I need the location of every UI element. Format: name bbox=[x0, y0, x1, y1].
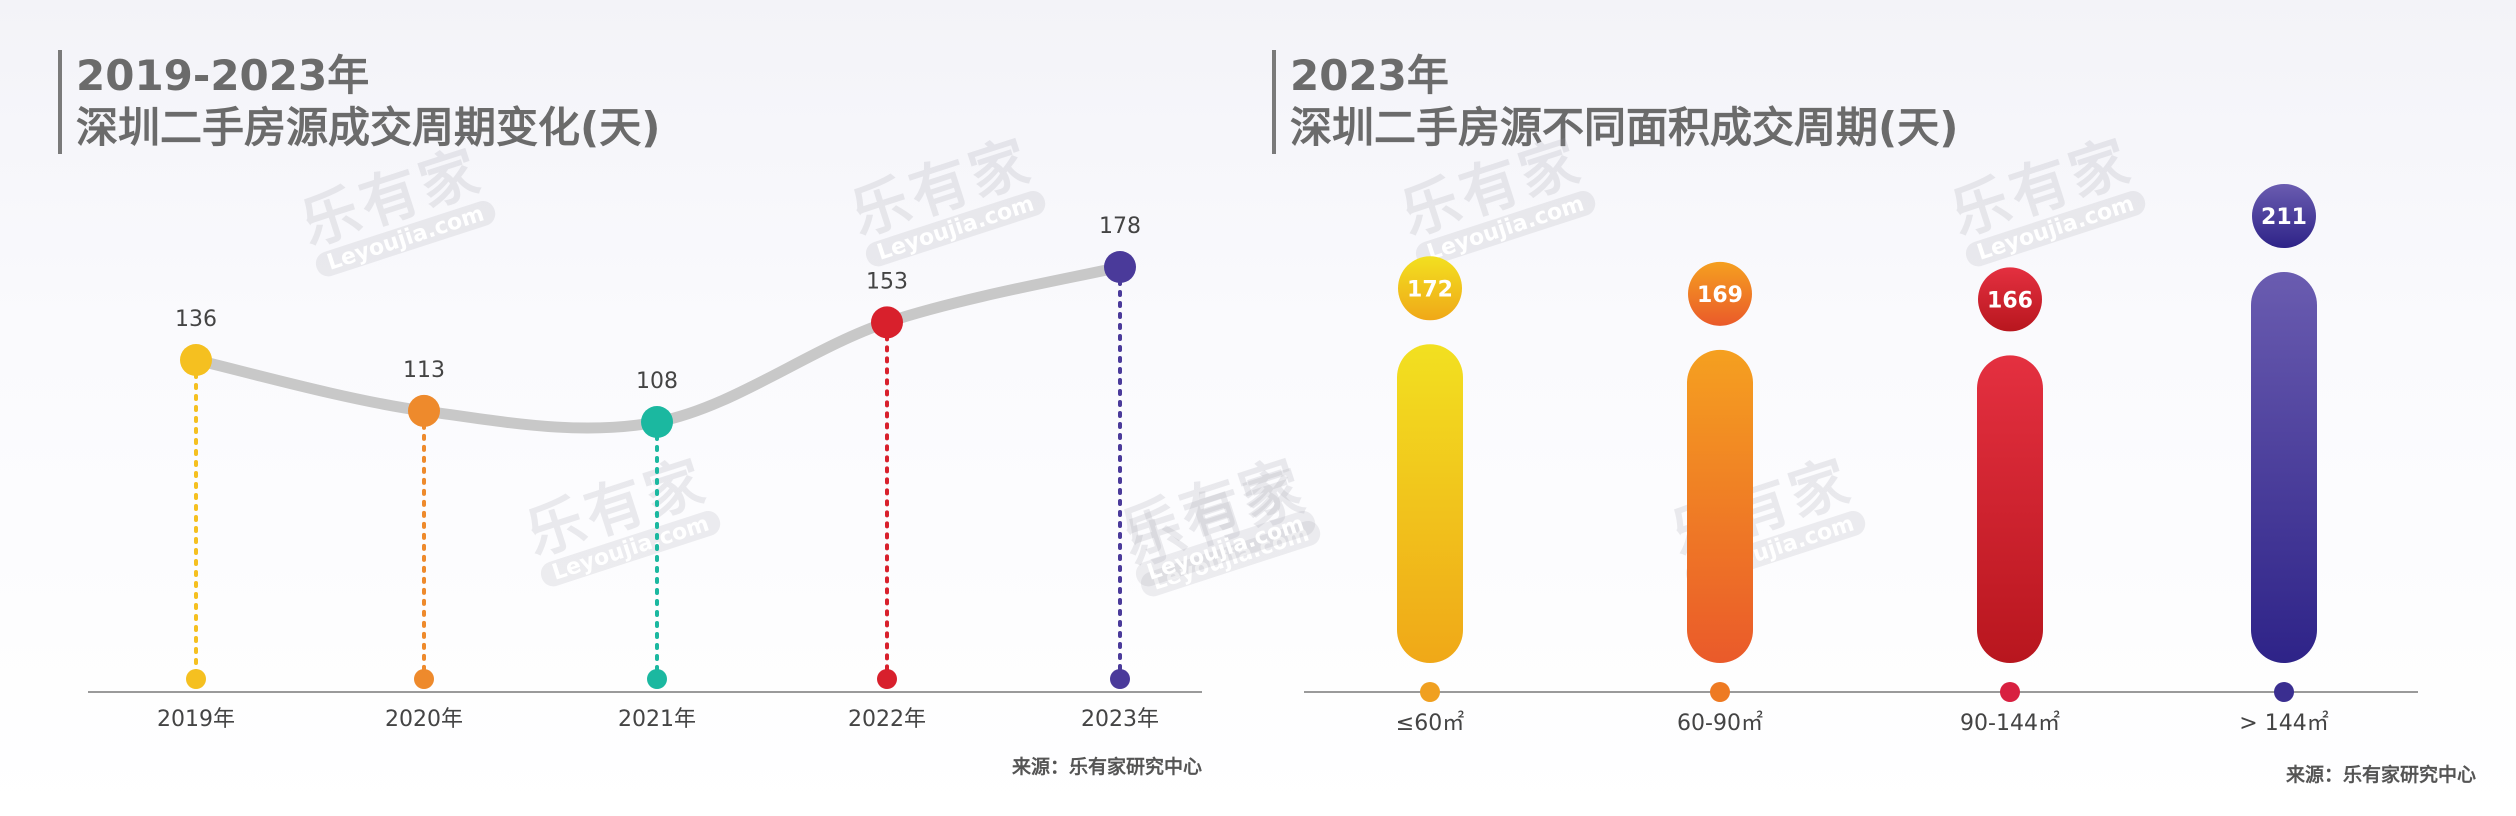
value-bubble bbox=[1688, 261, 1752, 326]
base-dot bbox=[877, 669, 897, 689]
chart-title: 2023年 深圳二手房源不同面积成交周期(天) bbox=[1272, 50, 1958, 154]
source-note: 来源：乐有家研究中心 bbox=[2285, 764, 2476, 786]
axis-dot bbox=[2274, 682, 2294, 702]
bar bbox=[2251, 272, 2317, 663]
line-chart: 136 2019年 113 2020年 108 2021年 153 2022年 178 2023年 bbox=[88, 214, 1202, 732]
data-label: 178 bbox=[1099, 214, 1141, 239]
source-note: 来源：乐有家研究中心 bbox=[1011, 756, 1202, 778]
data-point bbox=[408, 394, 440, 427]
value-bubble bbox=[1398, 256, 1462, 321]
data-label: 136 bbox=[175, 307, 217, 332]
data-point bbox=[180, 344, 212, 376]
data-label: 108 bbox=[636, 369, 678, 394]
x-tick-label: > 144㎡ bbox=[2239, 710, 2328, 736]
data-label: 113 bbox=[403, 358, 445, 383]
line-chart-panel: 2019-2023年 深圳二手房源成交周期变化(天) 乐有家 Leyoujia.c… bbox=[0, 0, 1324, 816]
bar bbox=[1687, 349, 1753, 663]
axis-dot bbox=[1710, 682, 1730, 702]
chart-title-subject: 深圳二手房源不同面积成交周期(天) bbox=[1290, 103, 1959, 152]
trend-line bbox=[190, 261, 1126, 434]
bar-chart-panel: 2023年 深圳二手房源不同面积成交周期(天) 乐有家 Leyoujia.com … bbox=[1113, 0, 2516, 816]
data-point bbox=[641, 406, 673, 438]
data-label: 153 bbox=[866, 269, 908, 294]
data-label: 211 bbox=[2261, 205, 2307, 230]
x-tick-label: ≤60㎡ bbox=[1396, 710, 1464, 736]
base-dot bbox=[186, 669, 206, 689]
value-bubble bbox=[1978, 267, 2042, 332]
value-bubble bbox=[2252, 184, 2316, 248]
base-dot bbox=[647, 669, 667, 689]
axis-dot bbox=[2000, 682, 2020, 702]
x-tick-label: 2019年 bbox=[157, 707, 235, 732]
chart-title-year: 2019-2023年 bbox=[76, 51, 370, 100]
data-point bbox=[1104, 251, 1136, 283]
x-tick-label: 2022年 bbox=[848, 707, 926, 732]
x-tick-label: 2023年 bbox=[1081, 707, 1159, 732]
x-tick-label: 2021年 bbox=[618, 707, 696, 732]
chart-title-subject: 深圳二手房源成交周期变化(天) bbox=[76, 103, 661, 152]
x-tick-label: 2020年 bbox=[385, 707, 463, 732]
x-tick-label: 60-90㎡ bbox=[1677, 710, 1763, 736]
base-dot bbox=[1110, 669, 1130, 689]
data-label: 172 bbox=[1407, 277, 1453, 302]
bar-chart: 172 ≤60㎡ 169 60-90㎡ 166 90-144㎡ 211 > 144㎡ bbox=[1304, 184, 2418, 736]
data-label: 166 bbox=[1987, 288, 2033, 313]
bar bbox=[1977, 355, 2043, 663]
base-dot bbox=[414, 669, 434, 689]
data-label: 169 bbox=[1697, 283, 1743, 308]
axis-dot bbox=[1420, 682, 1440, 702]
chart-title-year: 2023年 bbox=[1290, 51, 1449, 100]
data-point bbox=[871, 306, 903, 339]
bar bbox=[1397, 344, 1463, 663]
chart-title: 2019-2023年 深圳二手房源成交周期变化(天) bbox=[58, 50, 660, 154]
x-tick-label: 90-144㎡ bbox=[1960, 710, 2060, 736]
